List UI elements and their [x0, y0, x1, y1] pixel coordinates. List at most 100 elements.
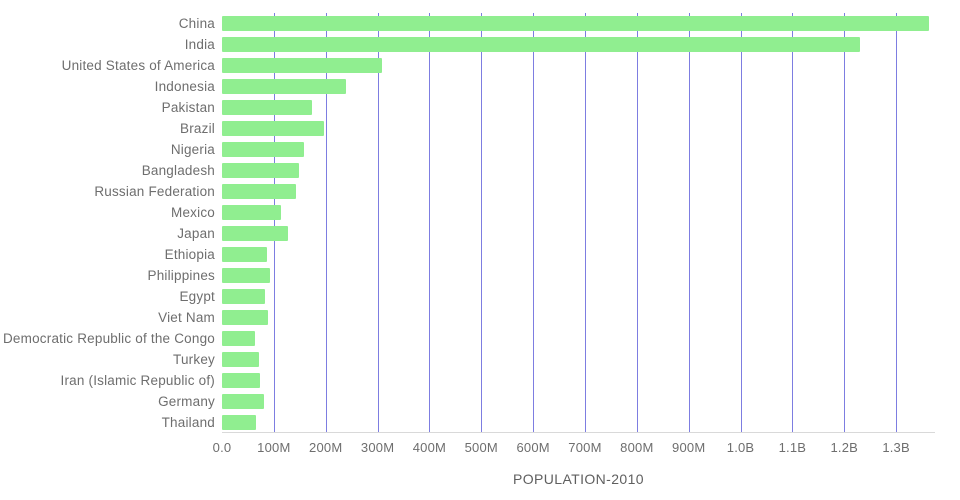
country-label-text: Mexico: [171, 205, 215, 220]
gridline: [481, 13, 483, 432]
x-tick-label: 200M: [309, 440, 343, 455]
x-tick-label: 600M: [516, 440, 550, 455]
population-bar[interactable]: [222, 16, 930, 31]
bar-track: [222, 307, 935, 328]
population-bar[interactable]: [222, 247, 268, 262]
country-label-text: Thailand: [161, 415, 215, 430]
country-label-text: Turkey: [173, 352, 215, 367]
population-bar[interactable]: [222, 289, 265, 304]
country-label-text: China: [178, 16, 215, 31]
population-bar[interactable]: [222, 121, 324, 136]
bar-row: India: [0, 34, 960, 55]
country-label-text: India: [184, 37, 215, 52]
bar-row: Nigeria: [0, 139, 960, 160]
bar-row: Democratic Republic of the Congo: [0, 328, 960, 349]
gridline: [584, 13, 586, 432]
bar-row: Russian Federation: [0, 181, 960, 202]
population-bar[interactable]: [222, 142, 304, 157]
bar-track: [222, 97, 935, 118]
country-label-text: Brazil: [180, 121, 215, 136]
bar-track: [222, 139, 935, 160]
country-label: Russian Federation: [0, 184, 222, 199]
population-bar[interactable]: [222, 163, 299, 178]
bar-row: Philippines: [0, 265, 960, 286]
country-label-text: Indonesia: [154, 79, 215, 94]
bar-row: Viet Nam: [0, 307, 960, 328]
country-label-text: Bangladesh: [141, 163, 215, 178]
population-bar[interactable]: [222, 79, 347, 94]
gridline: [896, 13, 898, 432]
bar-track: [222, 76, 935, 97]
bar-track: [222, 160, 935, 181]
country-label-text: Iran (Islamic Republic of): [60, 373, 215, 388]
bar-track: [222, 349, 935, 370]
x-axis-ticks: 0.0 100M 200M 300M 400M 500M 600M 700M 800M 900M 1…: [213, 433, 935, 461]
bar-track: [222, 412, 935, 433]
bar-row: Brazil: [0, 118, 960, 139]
bar-track: [222, 244, 935, 265]
gridline: [273, 13, 275, 432]
bar-row: Mexico: [0, 202, 960, 223]
bar-track: [222, 34, 935, 55]
country-label: Philippines: [0, 268, 222, 283]
gridline-layer: [222, 13, 935, 433]
country-label: Mexico: [0, 205, 222, 220]
x-tick-label: 1.0B: [726, 440, 755, 455]
country-label: Japan: [0, 226, 222, 241]
bar-row: Turkey: [0, 349, 960, 370]
country-label: Viet Nam: [0, 310, 222, 325]
bar-rows: China India United States of America Indone…: [0, 13, 960, 433]
country-label-text: United States of America: [61, 58, 215, 73]
gridline: [325, 13, 327, 432]
bar-row: Japan: [0, 223, 960, 244]
x-tick-label: 400M: [412, 440, 447, 455]
country-label: Thailand: [0, 415, 222, 430]
x-tick-label: 300M: [360, 440, 395, 455]
bar-track: [222, 55, 935, 76]
x-tick-label: 800M: [620, 440, 654, 455]
bar-track: [222, 181, 935, 202]
country-label-text: Ethiopia: [164, 247, 215, 262]
country-label: India: [0, 37, 222, 52]
population-bar[interactable]: [222, 310, 268, 325]
population-bar[interactable]: [222, 205, 282, 220]
country-label-text: Egypt: [179, 289, 215, 304]
country-label: Pakistan: [0, 100, 222, 115]
country-label-text: Philippines: [147, 268, 215, 283]
bar-row: Ethiopia: [0, 244, 960, 265]
country-label: China: [0, 16, 222, 31]
gridline: [740, 13, 742, 432]
bar-track: [222, 118, 935, 139]
population-bar[interactable]: [222, 100, 313, 115]
bar-row: Indonesia: [0, 76, 960, 97]
x-tick-label: 1.1B: [778, 440, 807, 455]
population-bar[interactable]: [222, 268, 271, 283]
population-bar[interactable]: [222, 226, 289, 241]
population-bar[interactable]: [222, 415, 257, 430]
gridline: [377, 13, 379, 432]
country-label: Nigeria: [0, 142, 222, 157]
country-label-text: Viet Nam: [158, 310, 215, 325]
x-tick-label: 1.2B: [830, 440, 859, 455]
bar-track: [222, 286, 935, 307]
country-label-text: Nigeria: [170, 142, 215, 157]
population-bar[interactable]: [222, 58, 383, 73]
population-bar[interactable]: [222, 37, 861, 52]
bar-row: Germany: [0, 391, 960, 412]
bar-track: [222, 202, 935, 223]
gridline: [636, 13, 638, 432]
population-bar[interactable]: [222, 373, 261, 388]
population-bar[interactable]: [222, 184, 297, 199]
gridline: [844, 13, 846, 432]
country-label: Brazil: [0, 121, 222, 136]
gridline: [688, 13, 690, 432]
bar-row: Egypt: [0, 286, 960, 307]
country-label: Iran (Islamic Republic of): [0, 373, 222, 388]
population-bar[interactable]: [222, 394, 264, 409]
population-bar[interactable]: [222, 331, 256, 346]
country-label: Ethiopia: [0, 247, 222, 262]
population-bar[interactable]: [222, 352, 260, 367]
x-tick-label: 900M: [672, 440, 706, 455]
bar-track: [222, 391, 935, 412]
